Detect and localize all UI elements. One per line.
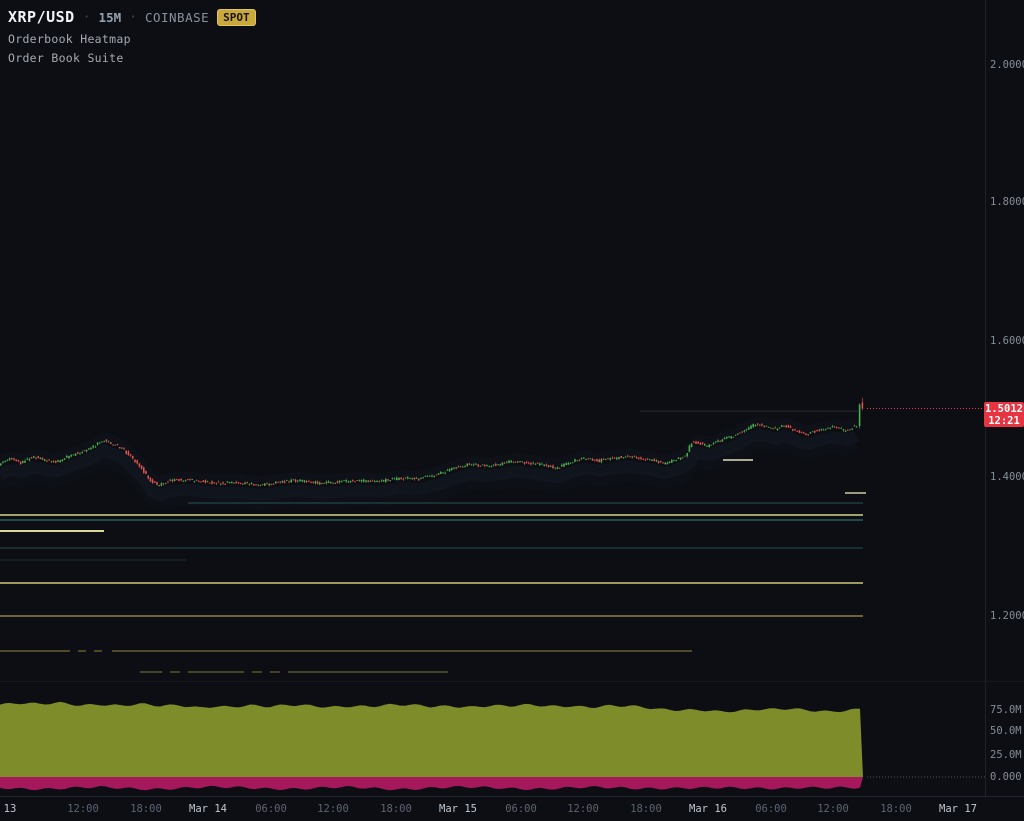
time-axis-border (0, 796, 1024, 797)
time-tick-label: Mar 17 (939, 803, 977, 815)
time-tick-label: 18:00 (880, 803, 912, 815)
time-tick-label: Mar 16 (689, 803, 727, 815)
time-tick-label: 12:00 (817, 803, 849, 815)
time-tick-label: 12:00 (567, 803, 599, 815)
last-price-value: 1.5012 (985, 402, 1023, 415)
bar-countdown: 12:21 (988, 414, 1020, 427)
chart-legend: XRP/USD · 15M · COINBASE SPOT Orderbook … (8, 7, 256, 65)
axis-tick-label: 50.0M (990, 725, 1022, 737)
symbol-title[interactable]: XRP/USD (8, 8, 75, 26)
axis-tick-label: 25.0M (990, 749, 1022, 761)
axis-tick-label: 0.000 (990, 771, 1022, 783)
time-tick-label: Mar 15 (439, 803, 477, 815)
time-tick-label: 18:00 (130, 803, 162, 815)
candlestick-series (0, 397, 864, 487)
time-tick-label: 18:00 (380, 803, 412, 815)
time-tick-label: 06:00 (505, 803, 537, 815)
exchange-label[interactable]: COINBASE (144, 9, 210, 25)
orderbook-heatmap-lines (0, 410, 866, 673)
axis-tick-label: 1.2000 (990, 610, 1024, 622)
last-price-label: 1.5012 12:21 (984, 402, 1024, 428)
symbol-row: XRP/USD · 15M · COINBASE SPOT (8, 7, 256, 27)
indicator-orderbook-heatmap[interactable]: Orderbook Heatmap (8, 32, 131, 46)
axis-tick-label: 2.0000 (990, 59, 1024, 71)
axis-tick-label: 1.8000 (990, 196, 1024, 208)
axis-tick-label: 75.0M (990, 704, 1022, 716)
time-tick-label: Mar 14 (189, 803, 227, 815)
depth-areas (0, 701, 863, 791)
price-axis[interactable]: 2.0000 1.8000 1.6000 1.4000 1.2000 75.0M 50.0M… (986, 0, 1024, 796)
separator-dot: · (82, 9, 91, 25)
time-tick-label: 12:00 (67, 803, 99, 815)
axis-tick-label: 1.6000 (990, 335, 1024, 347)
pane-divider[interactable] (0, 681, 1024, 682)
time-tick-label: 06:00 (755, 803, 787, 815)
price-axis-border (985, 0, 986, 796)
time-tick-label: 13 (3, 803, 17, 815)
time-axis[interactable]: 13 12:00 18:00 Mar 14 06:00 12:00 18:00 Mar 15 0… (0, 797, 1024, 821)
separator-dot: · (129, 9, 137, 25)
market-type-badge: SPOT (217, 8, 256, 26)
axis-tick-label: 1.4000 (990, 471, 1024, 483)
time-tick-label: 18:00 (630, 803, 662, 815)
interval-label[interactable]: 15M (98, 9, 122, 25)
heatmap-fog (0, 416, 860, 512)
indicator-order-book-suite[interactable]: Order Book Suite (8, 51, 124, 65)
time-tick-label: 06:00 (255, 803, 287, 815)
time-tick-label: 12:00 (317, 803, 349, 815)
